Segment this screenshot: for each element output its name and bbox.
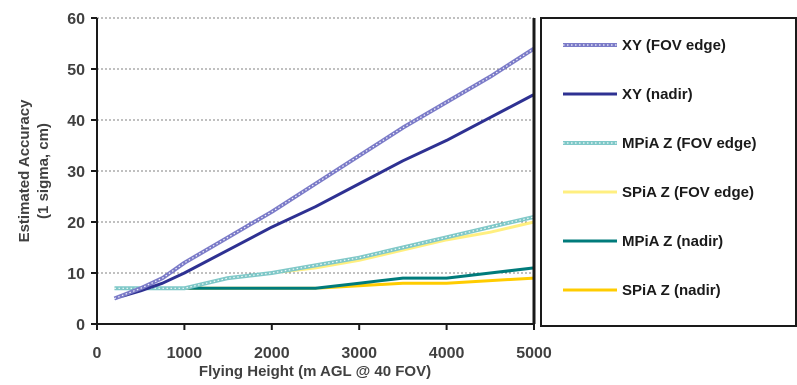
y-axis-title-line-1: Estimated Accuracy — [16, 99, 33, 243]
y-axis-title-line-2: (1 sigma, cm) — [35, 123, 52, 219]
x-tick-label: 2000 — [254, 345, 290, 362]
x-tick-labels: 0 1000 2000 3000 4000 5000 — [93, 324, 552, 362]
y-tick-label: 10 — [67, 266, 85, 283]
x-axis-title: Flying Height (m AGL @ 40 FOV) — [199, 363, 431, 380]
legend-label-xy-nadir: XY (nadir) — [622, 86, 693, 103]
x-tick-label: 3000 — [341, 345, 377, 362]
legend: XY (FOV edge) XY (nadir) MPiA Z (FOV edge)… — [540, 17, 797, 327]
legend-label-spia-z-nadir: SPiA Z (nadir) — [622, 282, 721, 299]
y-axis-title: Estimated Accuracy (1 sigma, cm) — [16, 99, 52, 243]
y-tick-label: 50 — [67, 62, 85, 79]
grid-lines — [97, 17, 534, 274]
legend-entries: XY (FOV edge) XY (nadir) MPiA Z (FOV edge)… — [563, 37, 756, 299]
legend-label-mpia-z-fov-edge: MPiA Z (FOV edge) — [622, 135, 756, 152]
series-line-mpia-z-fov-edge-hatch — [114, 216, 535, 289]
y-tick-label: 30 — [67, 164, 85, 181]
legend-label-mpia-z-nadir: MPiA Z (nadir) — [622, 233, 723, 250]
x-tick-label: 4000 — [429, 345, 465, 362]
series-lines — [113, 46, 536, 301]
x-tick-label: 5000 — [516, 345, 552, 362]
y-tick-label: 40 — [67, 113, 85, 130]
legend-box — [540, 17, 797, 327]
y-tick-labels: 0 10 20 30 40 50 60 — [67, 11, 97, 334]
legend-label-spia-z-fov-edge: SPiA Z (FOV edge) — [622, 184, 754, 201]
y-tick-label: 60 — [67, 11, 85, 28]
series-line-xy-fov-edge — [113, 46, 536, 301]
series-line-mpia-z-nadir — [114, 266, 535, 290]
legend-label-xy-fov-edge: XY (FOV edge) — [622, 37, 726, 54]
y-tick-label: 20 — [67, 215, 85, 232]
series-line-xy-nadir — [114, 93, 535, 300]
x-tick-label: 0 — [93, 345, 102, 362]
series-line-xy-fov-edge-hatch — [114, 48, 535, 300]
y-tick-label: 0 — [76, 317, 85, 334]
x-tick-label: 1000 — [167, 345, 203, 362]
